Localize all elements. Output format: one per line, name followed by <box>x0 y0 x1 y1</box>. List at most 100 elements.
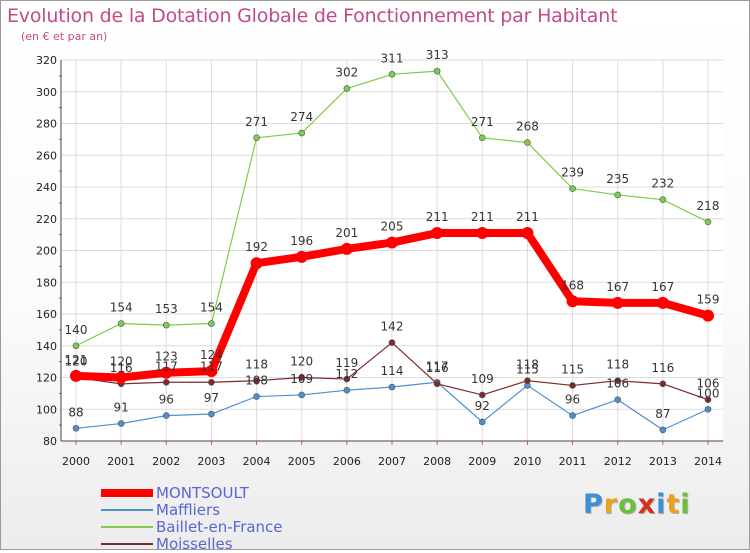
data-label-maffliers: 106 <box>606 377 629 391</box>
logo-letter: x <box>637 489 657 520</box>
y-tick-label: 180 <box>36 276 57 289</box>
data-label-baillet-en-france: 232 <box>651 177 674 191</box>
data-label-moisselles: 116 <box>651 361 674 375</box>
data-label-baillet-en-france: 271 <box>245 115 268 129</box>
grid-lines <box>61 59 723 442</box>
x-tick-label: 2003 <box>197 455 225 468</box>
data-point-baillet-en-france <box>117 320 125 327</box>
data-label-maffliers: 92 <box>475 399 490 413</box>
legend-swatch-baillet-en-france <box>101 526 153 528</box>
data-point-maffliers <box>614 396 622 404</box>
x-tick-label: 2007 <box>378 455 406 468</box>
data-point-montsoult <box>431 227 444 240</box>
legend-swatch-moisselles <box>101 543 153 545</box>
data-label-baillet-en-france: 235 <box>606 172 629 186</box>
data-point-baillet-en-france <box>208 320 215 327</box>
data-point-moisselles <box>298 374 306 381</box>
data-label-baillet-en-france: 311 <box>381 51 404 65</box>
data-label-moisselles: 116 <box>426 361 449 375</box>
data-label-moisselles: 120 <box>65 355 88 369</box>
data-point-montsoult <box>386 236 398 249</box>
data-point-baillet-en-france <box>659 196 667 203</box>
data-point-baillet-en-france <box>388 70 396 78</box>
data-label-montsoult: 120 <box>110 355 133 369</box>
data-label-baillet-en-france: 153 <box>155 302 178 316</box>
data-label-moisselles: 106 <box>697 377 720 391</box>
data-label-moisselles: 117 <box>155 359 178 373</box>
data-label-baillet-en-france: 154 <box>110 301 133 315</box>
legend-label-moisselles: Moisselles <box>156 535 233 553</box>
y-tick-label: 160 <box>36 308 57 321</box>
data-point-montsoult <box>205 365 218 378</box>
data-label-montsoult: 211 <box>516 210 539 224</box>
logo-letter: r <box>603 489 619 520</box>
data-label-montsoult: 167 <box>651 280 674 294</box>
data-label-montsoult: 167 <box>606 280 629 294</box>
data-label-maffliers: 91 <box>114 401 129 415</box>
data-point-montsoult <box>611 296 624 309</box>
data-point-moisselles <box>478 391 486 399</box>
data-label-montsoult: 192 <box>245 240 268 254</box>
logo-letter: i <box>656 489 667 520</box>
x-tick-label: 2011 <box>559 455 587 468</box>
data-point-montsoult <box>70 369 82 382</box>
x-tick-label: 2004 <box>243 455 271 468</box>
data-point-montsoult <box>521 227 534 240</box>
data-point-moisselles <box>253 377 260 384</box>
data-point-baillet-en-france <box>433 67 441 75</box>
data-label-maffliers: 117 <box>426 359 449 373</box>
legend-label-baillet-en-france: Baillet-en-France <box>156 518 283 536</box>
data-point-baillet-en-france <box>704 218 712 226</box>
axes: 80 100 120 140 160 180 200 220 240 260 280 300 320 20… <box>36 54 723 468</box>
data-label-montsoult: 211 <box>471 210 494 224</box>
data-point-moisselles <box>524 377 531 384</box>
data-label-baillet-en-france: 268 <box>516 120 539 134</box>
data-label-maffliers: 96 <box>159 393 174 407</box>
data-label-montsoult: 159 <box>697 293 720 307</box>
data-point-moisselles <box>343 375 351 383</box>
data-point-moisselles <box>659 380 667 388</box>
x-tick-label: 2008 <box>423 455 451 468</box>
data-point-montsoult <box>702 309 714 322</box>
data-label-montsoult: 168 <box>561 278 584 292</box>
data-label-moisselles: 117 <box>200 359 223 373</box>
data-label-maffliers: 108 <box>245 374 268 388</box>
legend-swatch-montsoult <box>101 489 153 497</box>
data-label-montsoult: 124 <box>200 348 223 362</box>
legend-swatch-maffliers <box>101 509 153 511</box>
y-tick-label: 220 <box>36 213 57 226</box>
data-label-montsoult: 211 <box>426 210 449 224</box>
data-label-maffliers: 87 <box>655 407 670 421</box>
data-label-maffliers: 109 <box>290 372 313 386</box>
logo-letter: i <box>680 489 691 520</box>
y-tick-label: 260 <box>36 149 57 162</box>
data-label-baillet-en-france: 302 <box>335 66 358 80</box>
data-point-maffliers <box>298 391 306 399</box>
data-point-baillet-en-france <box>72 342 80 350</box>
data-point-montsoult <box>656 296 669 309</box>
data-label-baillet-en-france: 271 <box>471 115 494 129</box>
data-point-baillet-en-france <box>478 134 486 142</box>
data-point-montsoult <box>566 295 579 308</box>
data-label-moisselles: 118 <box>516 358 539 372</box>
data-point-moisselles <box>433 380 441 388</box>
data-point-baillet-en-france <box>524 139 531 146</box>
data-label-maffliers: 96 <box>565 393 580 407</box>
data-point-maffliers <box>704 405 712 413</box>
data-point-maffliers <box>117 420 125 427</box>
data-point-maffliers <box>659 426 667 434</box>
data-point-maffliers <box>388 383 396 391</box>
data-point-maffliers <box>569 412 576 419</box>
data-label-maffliers: 112 <box>335 367 358 381</box>
x-tick-label: 2001 <box>107 455 135 468</box>
data-label-baillet-en-france: 218 <box>697 199 720 213</box>
y-tick-label: 280 <box>36 118 57 131</box>
proxiti-logo: Proxiti <box>583 489 691 520</box>
data-label-montsoult: 205 <box>381 220 404 234</box>
data-label-moisselles: 118 <box>606 358 629 372</box>
data-point-moisselles <box>569 382 576 389</box>
data-point-montsoult <box>340 242 353 255</box>
data-label-baillet-en-france: 154 <box>200 301 223 315</box>
data-point-baillet-en-france <box>569 185 576 192</box>
